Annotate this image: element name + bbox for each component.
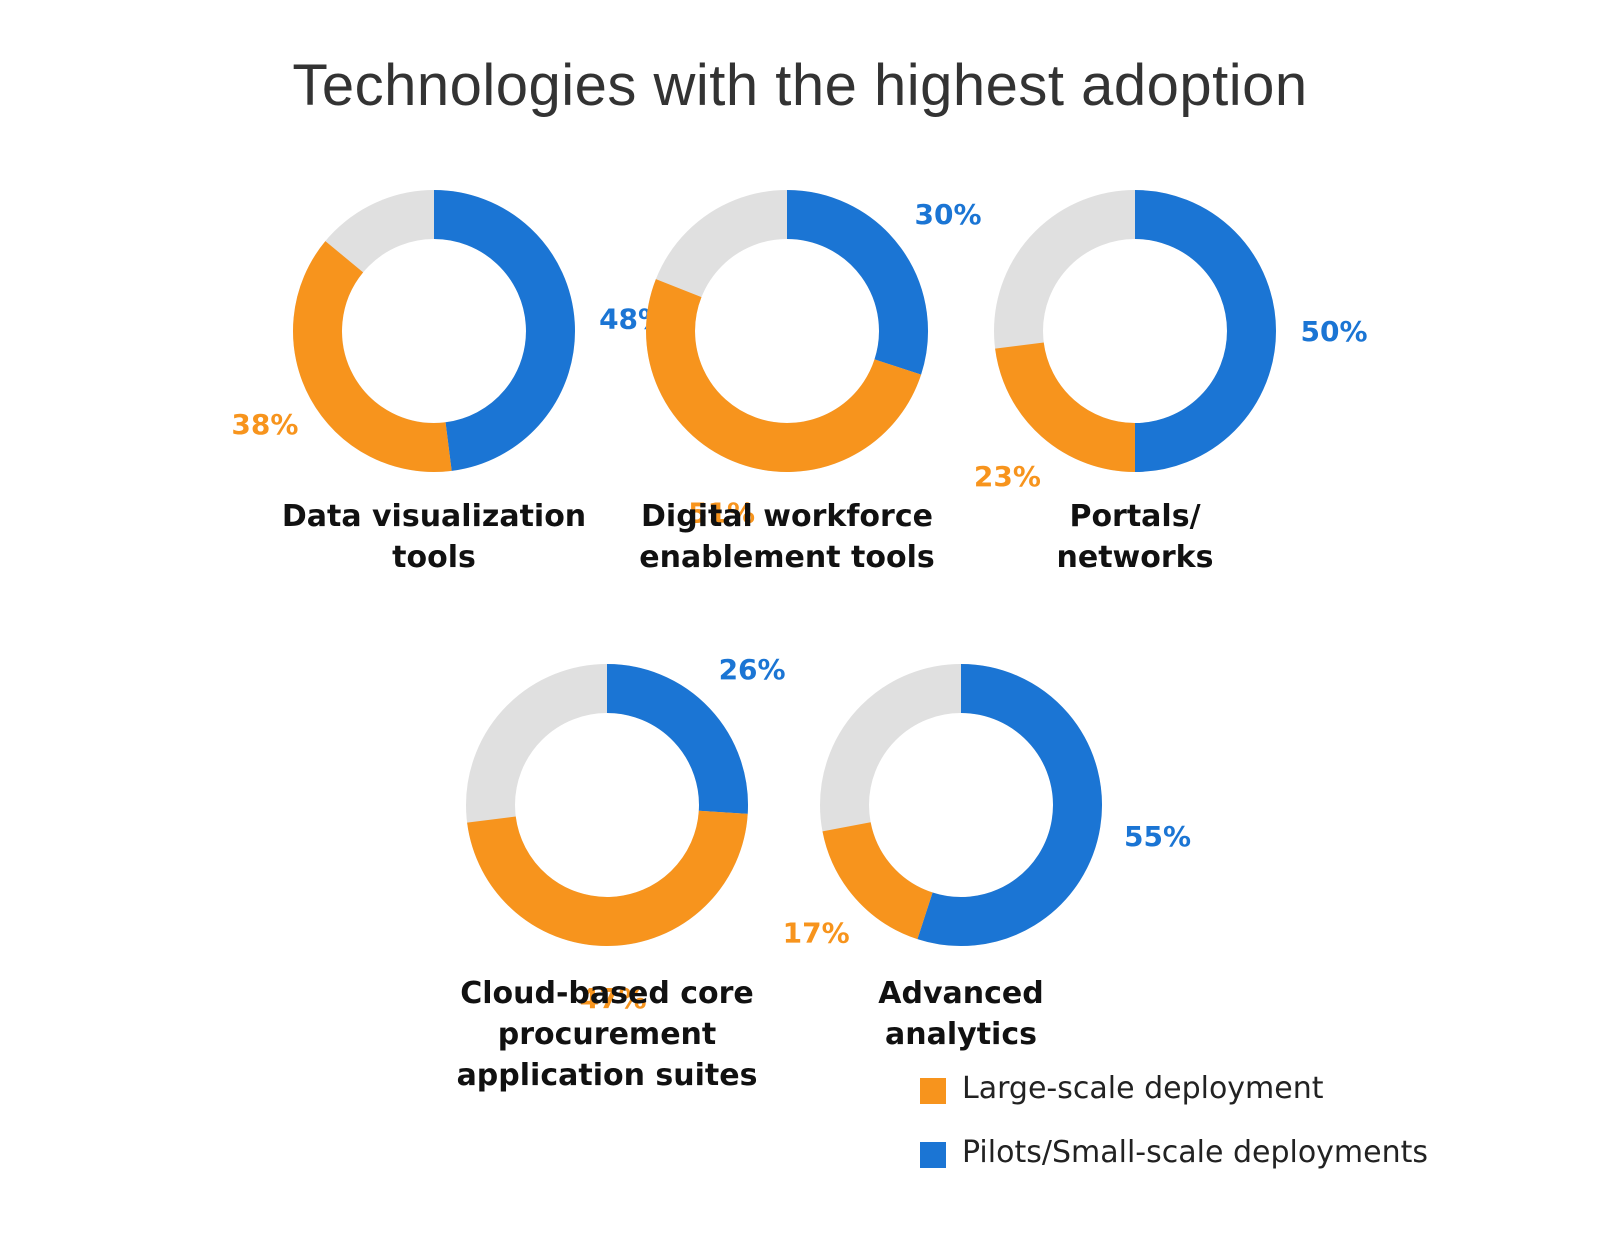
label-large-scale-pct: 51% [688,497,755,530]
label-pilots-pct: 55% [1124,820,1191,853]
slice-large-scale [995,341,1136,472]
label-large-scale-pct: 38% [231,408,298,441]
category-label: Digital workforce enablement tools [639,499,935,575]
slice-pilots [1134,190,1276,472]
category-label: Advanced analytics [878,976,1043,1052]
category-label-line: procurement [498,1017,716,1052]
category-label: Portals/networks [1057,499,1214,575]
legend-swatch-pilots [920,1142,946,1168]
category-label-line: Portals/ [1069,499,1200,534]
category-label-line: Digital workforce [641,499,933,534]
label-large-scale-pct: 23% [974,460,1041,493]
slice-large-scale [822,821,934,940]
category-label-line: Cloud-based core [460,976,754,1011]
legend-label-pilots: Pilots/Small-scale deployments [962,1135,1429,1170]
slice-large-scale [293,241,452,472]
label-pilots-pct: 30% [914,198,981,231]
category-label-line: analytics [885,1017,1037,1052]
slice-pilots [917,664,1102,946]
category-label: Data visualization tools [282,499,586,575]
slice-pilots [606,664,748,814]
donut-data-visualization-tools: 48%38%Data visualization tools [231,190,666,575]
label-large-scale-pct: 47% [580,982,647,1015]
category-label-line: enablement tools [639,540,935,575]
category-label: Cloud-based core procurement application s… [457,976,758,1093]
chart-title: Technologies with the highest adoption [292,53,1308,118]
category-label-line: tools [392,540,476,575]
category-label-line: Data visualization [282,499,586,534]
donut-cloud-based-core-procurement-application-suites: 26% 47%Cloud-based core procurement applica… [457,653,786,1093]
slice-large-scale [646,279,922,472]
legend-swatch-large-scale [920,1078,946,1104]
label-large-scale-pct: 17% [783,917,850,950]
slice-pilots [786,190,928,375]
category-label-line: networks [1057,540,1214,575]
slice-pilots [433,190,575,471]
label-pilots-pct: 50% [1300,315,1367,348]
legend-label-large-scale: Large-scale deployment [962,1071,1324,1106]
donut-advanced-analytics: 55% 17% Advanced analytics [783,664,1191,1052]
category-label-line: Advanced [878,976,1043,1011]
donut-portals-networks: 50% 23% Portals/networks [974,190,1368,575]
category-label-line: application suites [457,1058,758,1093]
donut-digital-workforce-enablement-tools: 30% 51%Digital workforce enablement tools [639,190,982,575]
slice-large-scale [467,810,748,946]
label-pilots-pct: 26% [719,653,786,686]
